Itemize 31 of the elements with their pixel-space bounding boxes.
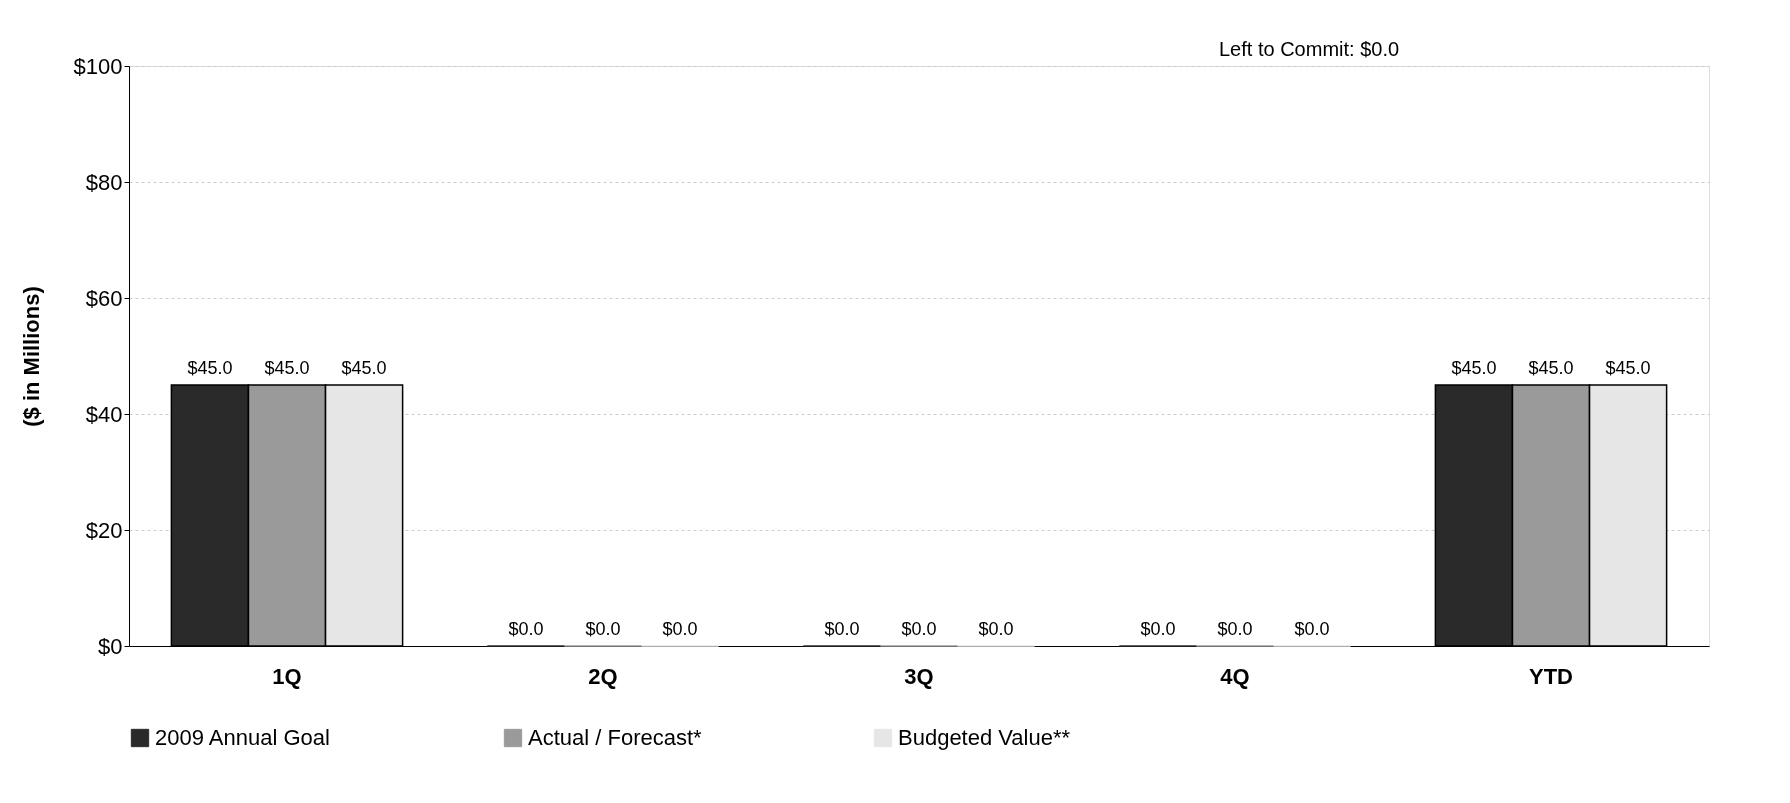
data-label: $0.0: [978, 619, 1014, 639]
data-label: $0.0: [901, 619, 937, 639]
legend-label: 2009 Annual Goal: [155, 725, 330, 750]
y-axis-title: ($ in Millions): [18, 286, 44, 427]
data-label: $0.0: [1294, 619, 1330, 639]
y-tick-label: $80: [85, 169, 123, 195]
data-label: $0.0: [1217, 619, 1253, 639]
data-label: $0.0: [662, 619, 698, 639]
data-label: $45.0: [264, 358, 310, 378]
y-tick-label: $20: [85, 517, 123, 543]
text: Left to Commit: $0.0: [1219, 38, 1400, 60]
data-label: $45.0: [187, 358, 233, 378]
y-tick-label: $100: [73, 53, 123, 79]
y-tick-label: $60: [85, 285, 123, 311]
x-tick-label: 2Q: [588, 663, 618, 689]
x-tick-label: YTD: [1529, 663, 1573, 689]
data-label: $0.0: [585, 619, 621, 639]
legend-label: Actual / Forecast*: [528, 725, 703, 750]
x-tick-label: 1Q: [272, 663, 302, 689]
data-label: $45.0: [1605, 358, 1651, 378]
data-label: $45.0: [1528, 358, 1574, 378]
y-tick-label: $40: [85, 401, 123, 427]
data-label: $45.0: [341, 358, 387, 378]
data-label: $0.0: [508, 619, 544, 639]
y-tick-label: $0: [98, 633, 123, 659]
data-label: $0.0: [824, 619, 860, 639]
data-label: $45.0: [1451, 358, 1497, 378]
data-label: $0.0: [1140, 619, 1176, 639]
x-tick-label: 4Q: [1220, 663, 1250, 689]
legend-label: Budgeted Value**: [898, 725, 1071, 750]
x-tick-label: 3Q: [904, 663, 934, 689]
